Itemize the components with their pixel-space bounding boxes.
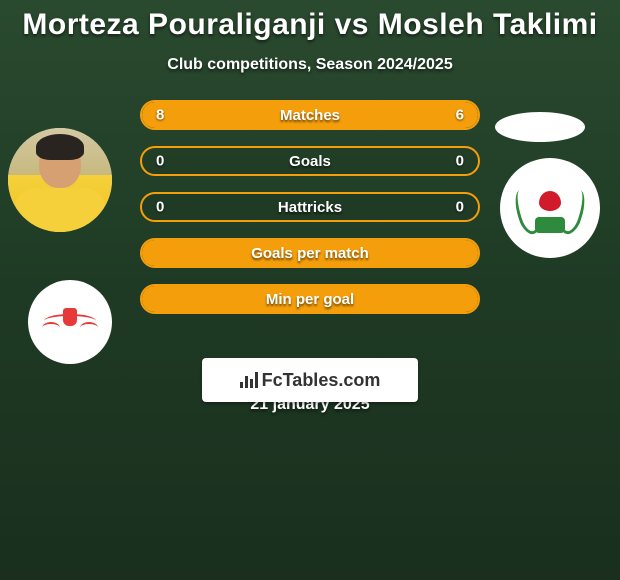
stat-row: 0 0 Goals	[140, 146, 480, 176]
stat-value-right: 0	[456, 153, 464, 170]
stat-value-left: 0	[156, 153, 164, 170]
bar-chart-icon	[240, 372, 258, 388]
brand-badge: FcTables.com	[202, 358, 418, 402]
stat-value-left: 8	[156, 107, 164, 124]
stat-row: Goals per match	[140, 238, 480, 268]
left-club-crest	[28, 280, 112, 364]
stat-row: Min per goal	[140, 284, 480, 314]
stats-list: 8 6 Matches 0 0 Goals 0 0 Hattricks Goals per mat…	[140, 100, 480, 330]
stat-label: Matches	[280, 107, 340, 124]
right-club-crest	[500, 158, 600, 258]
stat-row: 8 6 Matches	[140, 100, 480, 130]
page-subtitle: Club competitions, Season 2024/2025	[0, 56, 620, 74]
page-title: Morteza Pouraliganji vs Mosleh Taklimi	[0, 0, 620, 42]
stat-label: Hattricks	[278, 199, 342, 216]
right-player-avatar	[495, 112, 585, 142]
stat-label: Goals	[289, 153, 331, 170]
stat-value-right: 6	[456, 107, 464, 124]
left-player-avatar	[8, 128, 112, 232]
stat-label: Goals per match	[251, 245, 369, 262]
stat-value-right: 0	[456, 199, 464, 216]
stat-label: Min per goal	[266, 291, 354, 308]
stat-row: 0 0 Hattricks	[140, 192, 480, 222]
stat-value-left: 0	[156, 199, 164, 216]
brand-label: FcTables.com	[262, 370, 381, 391]
